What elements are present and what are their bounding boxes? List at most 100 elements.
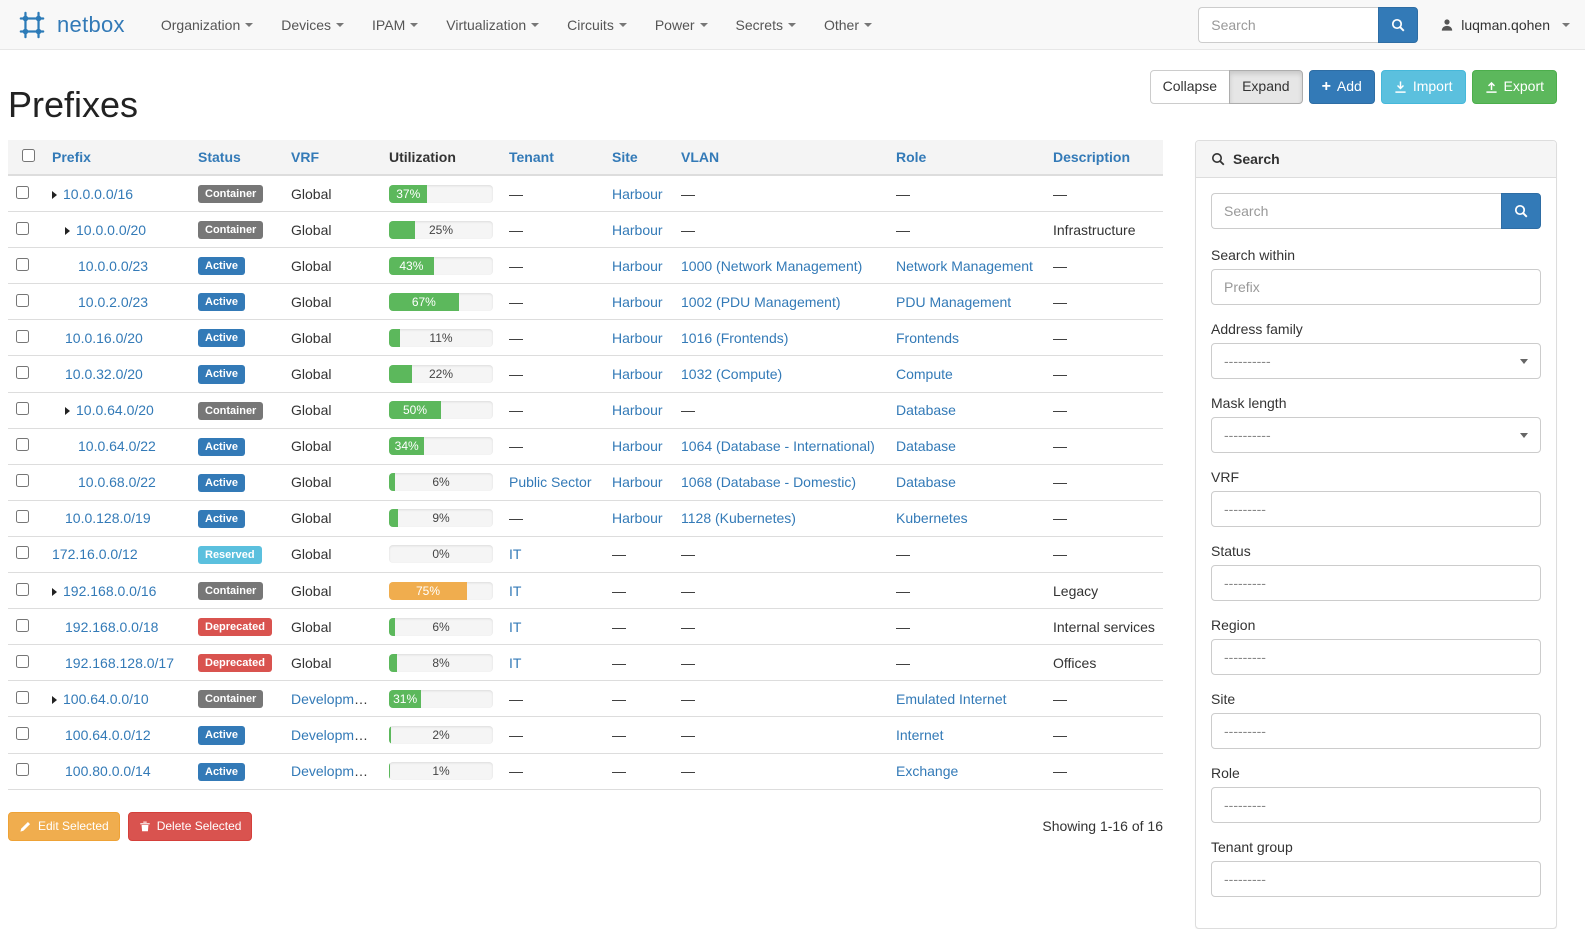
column-sort-vrf[interactable]: VRF [291,149,319,165]
expand-toggle-icon[interactable] [52,190,57,199]
nav-menu-item-other[interactable]: Other [810,0,886,50]
nav-menu-item-virtualization[interactable]: Virtualization [432,0,553,50]
select-all-checkbox[interactable] [22,149,35,162]
filter-field-select[interactable]: --------- [1211,787,1541,823]
prefix-link[interactable]: 10.0.64.0/20 [76,402,154,419]
row-checkbox[interactable] [16,546,29,560]
prefix-link[interactable]: 192.168.0.0/16 [63,582,157,599]
column-sort-status[interactable]: Status [198,149,241,165]
filter-search-button[interactable] [1501,193,1541,229]
filter-field-input[interactable] [1211,269,1541,305]
vrf-link[interactable]: Development [291,690,374,707]
row-checkbox[interactable] [16,221,29,235]
prefix-link[interactable]: 100.64.0.0/12 [65,726,151,743]
site-link[interactable]: Harbour [612,366,663,383]
expand-toggle-icon[interactable] [52,695,57,704]
site-link[interactable]: Harbour [612,438,663,455]
nav-menu-item-circuits[interactable]: Circuits [553,0,641,50]
column-sort-vlan[interactable]: VLAN [681,149,720,165]
row-checkbox[interactable] [16,726,29,740]
site-link[interactable]: Harbour [612,257,663,274]
role-link[interactable]: Database [896,438,956,455]
role-link[interactable]: Kubernetes [896,510,968,527]
row-checkbox[interactable] [16,474,29,488]
navbar-search-button[interactable] [1378,6,1419,43]
role-link[interactable]: Compute [896,366,953,383]
prefix-link[interactable]: 10.0.2.0/23 [78,293,149,310]
prefix-link[interactable]: 10.0.32.0/20 [65,366,143,383]
expand-button[interactable]: Expand [1229,70,1303,104]
role-link[interactable]: Network Management [896,257,1033,274]
role-link[interactable]: Exchange [896,763,959,780]
prefix-link[interactable]: 10.0.0.0/20 [76,221,147,238]
row-checkbox[interactable] [16,510,29,524]
expand-toggle-icon[interactable] [52,587,57,596]
nav-menu-item-secrets[interactable]: Secrets [722,0,810,50]
netbox-brand[interactable]: netbox [15,11,125,39]
prefix-link[interactable]: 100.80.0.0/14 [65,763,151,780]
site-link[interactable]: Harbour [612,329,663,346]
export-button[interactable]: Export [1471,70,1557,104]
prefix-link[interactable]: 10.0.0.0/23 [78,257,149,274]
row-checkbox[interactable] [16,763,29,777]
role-link[interactable]: Database [896,474,956,491]
nav-menu-item-power[interactable]: Power [641,0,722,50]
tenant-link[interactable]: IT [509,582,522,599]
row-checkbox[interactable] [16,366,29,380]
vrf-link[interactable]: Development [291,726,374,743]
row-checkbox[interactable] [16,402,29,416]
filter-field-select[interactable]: ---------- [1211,417,1541,453]
nav-menu-item-ipam[interactable]: IPAM [358,0,432,50]
prefix-link[interactable]: 192.168.128.0/17 [65,654,174,671]
prefix-link[interactable]: 10.0.68.0/22 [78,474,156,491]
nav-menu-item-organization[interactable]: Organization [147,0,267,50]
expand-toggle-icon[interactable] [65,226,70,235]
tenant-link[interactable]: IT [509,654,522,671]
vlan-link[interactable]: 1064 (Database - International) [681,438,875,455]
collapse-button[interactable]: Collapse [1149,70,1231,104]
prefix-link[interactable]: 10.0.0.0/16 [63,185,134,202]
role-link[interactable]: Frontends [896,329,960,346]
column-sort-role[interactable]: Role [896,149,927,165]
vrf-link[interactable]: Development [291,763,374,780]
add-button[interactable]: + Add [1308,70,1375,104]
filter-field-select[interactable]: ---------- [1211,343,1541,379]
user-menu[interactable]: luqman.qohen [1440,17,1570,33]
site-link[interactable]: Harbour [612,402,663,419]
vlan-link[interactable]: 1068 (Database - Domestic) [681,474,857,491]
delete-selected-button[interactable]: Delete Selected [127,811,253,841]
row-checkbox[interactable] [16,329,29,343]
site-link[interactable]: Harbour [612,221,663,238]
prefix-link[interactable]: 100.64.0.0/10 [63,690,149,707]
row-checkbox[interactable] [16,582,29,596]
tenant-link[interactable]: IT [509,618,522,635]
expand-toggle-icon[interactable] [65,407,70,416]
vlan-link[interactable]: 1128 (Kubernetes) [681,510,796,527]
tenant-link[interactable]: IT [509,546,522,563]
role-link[interactable]: Internet [896,726,944,743]
prefix-link[interactable]: 10.0.64.0/22 [78,438,156,455]
column-sort-description[interactable]: Description [1053,149,1131,165]
row-checkbox[interactable] [16,257,29,271]
site-link[interactable]: Harbour [612,185,663,202]
vlan-link[interactable]: 1016 (Frontends) [681,329,789,346]
site-link[interactable]: Harbour [612,510,663,527]
filter-field-select[interactable]: --------- [1211,639,1541,675]
role-link[interactable]: PDU Management [896,293,1012,310]
import-button[interactable]: Import [1380,70,1466,104]
role-link[interactable]: Emulated Internet [896,690,1007,707]
filter-field-select[interactable]: --------- [1211,491,1541,527]
row-checkbox[interactable] [16,438,29,452]
nav-menu-item-devices[interactable]: Devices [267,0,358,50]
column-sort-prefix[interactable]: Prefix [52,149,91,165]
vlan-link[interactable]: 1000 (Network Management) [681,257,863,274]
row-checkbox[interactable] [16,690,29,704]
role-link[interactable]: Database [896,402,956,419]
prefix-link[interactable]: 172.16.0.0/12 [52,546,138,563]
navbar-search-input[interactable] [1198,6,1379,43]
tenant-link[interactable]: Public Sector [509,474,592,491]
row-checkbox[interactable] [16,185,29,199]
edit-selected-button[interactable]: Edit Selected [8,811,120,841]
vlan-link[interactable]: 1032 (Compute) [681,366,783,383]
column-sort-site[interactable]: Site [612,149,638,165]
